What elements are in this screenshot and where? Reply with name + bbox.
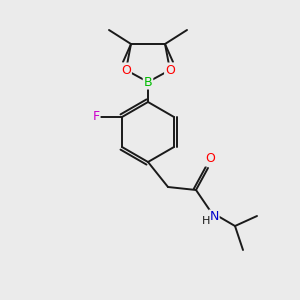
Text: O: O — [165, 64, 175, 76]
Text: O: O — [205, 152, 215, 166]
Text: B: B — [144, 76, 152, 88]
Text: H: H — [202, 216, 210, 226]
Text: O: O — [121, 64, 131, 76]
Text: N: N — [209, 211, 219, 224]
Text: F: F — [92, 110, 100, 124]
